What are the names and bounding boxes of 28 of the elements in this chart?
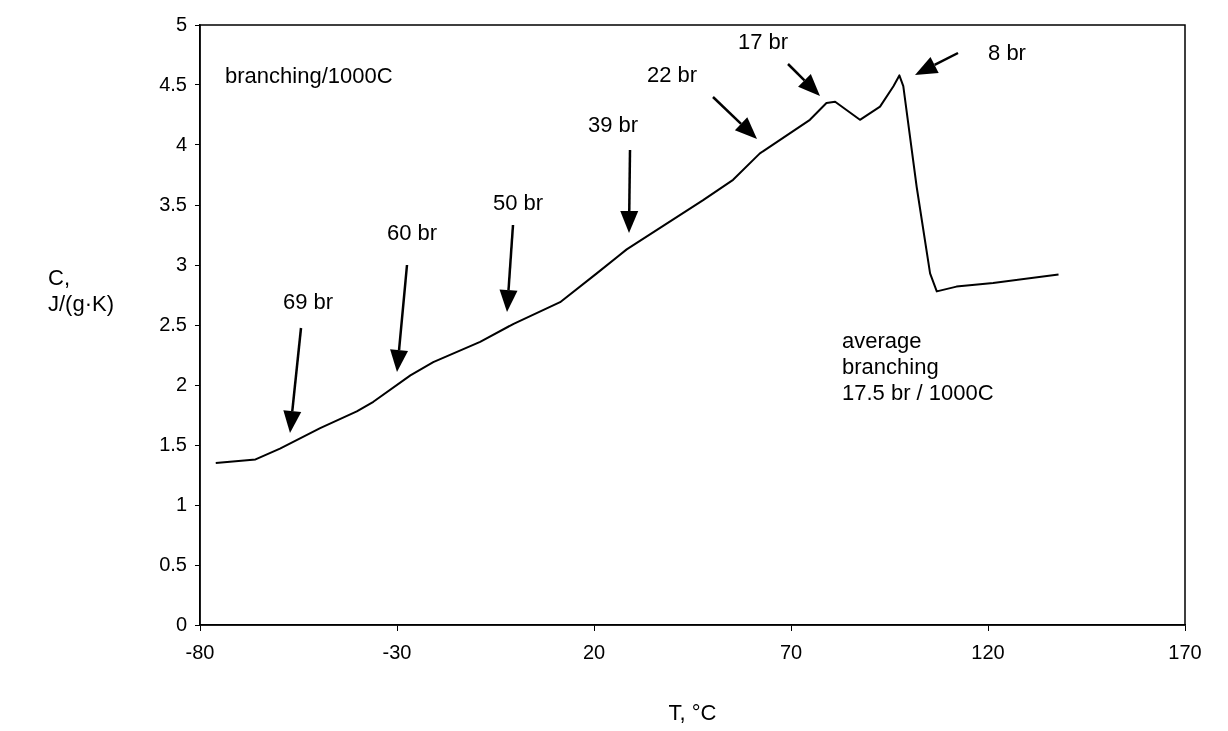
y-tick-label: 4.5 — [159, 72, 187, 95]
y-axis-title: C, J/(g·K) — [48, 265, 114, 317]
x-tick-label: 120 — [971, 640, 1005, 663]
x-tick-label: -30 — [382, 640, 412, 663]
annotation: 69 br — [282, 289, 334, 315]
annotation: 50 br — [492, 190, 544, 216]
x-tick-label: 170 — [1168, 640, 1202, 663]
annotation: 22 br — [646, 62, 698, 88]
y-tick-label: 5 — [175, 12, 187, 35]
annotation: 8 br — [988, 40, 1026, 66]
annotation: 17 br — [737, 29, 789, 55]
y-tick-label: 1 — [175, 492, 187, 515]
y-tick-label: 0.5 — [159, 552, 187, 575]
x-tick-label: 70 — [779, 640, 803, 663]
y-tick-label: 0 — [175, 612, 187, 635]
y-tick-label: 3 — [175, 252, 187, 275]
y-tick-label: 4 — [175, 132, 187, 155]
y-tick-label: 1.5 — [159, 432, 187, 455]
y-tick-label: 2 — [175, 372, 187, 395]
x-tick-label: -80 — [185, 640, 215, 663]
annotation: branching/1000C — [225, 63, 393, 89]
annotation: 39 br — [587, 112, 639, 138]
y-tick-label: 2.5 — [159, 312, 187, 335]
annotation: 60 br — [386, 220, 438, 246]
x-tick-label: 20 — [582, 640, 606, 663]
x-axis-title: T, °C — [668, 699, 717, 725]
y-tick-label: 3.5 — [159, 192, 187, 215]
annotation: average branching 17.5 br / 1000C — [842, 328, 994, 406]
